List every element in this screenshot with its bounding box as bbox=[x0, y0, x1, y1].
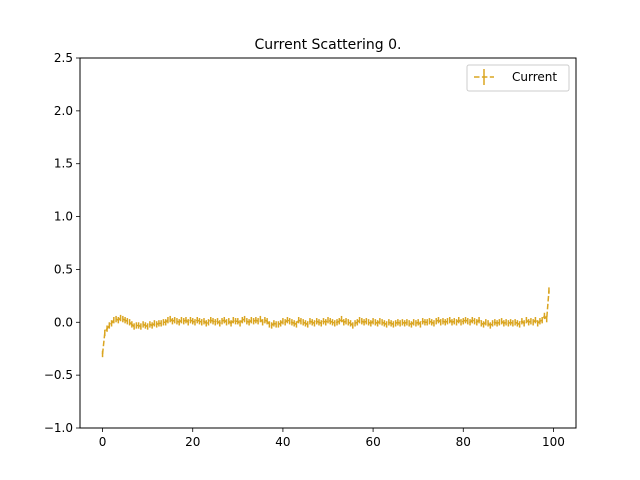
x-tick-label: 40 bbox=[275, 435, 290, 449]
legend-label: Current bbox=[512, 70, 557, 84]
y-tick-label: 1.0 bbox=[54, 210, 73, 224]
y-tick-label: 2.5 bbox=[54, 51, 73, 65]
chart-title: Current Scattering 0. bbox=[255, 37, 402, 53]
y-tick-label: 0.5 bbox=[54, 262, 73, 276]
y-tick-label: 2.0 bbox=[54, 104, 73, 118]
x-tick-label: 20 bbox=[185, 435, 200, 449]
y-tick-label: −0.5 bbox=[44, 368, 73, 382]
x-tick-label: 80 bbox=[456, 435, 471, 449]
legend: Current bbox=[466, 64, 570, 92]
x-tick-label: 100 bbox=[542, 435, 565, 449]
y-tick-label: 0.0 bbox=[54, 315, 73, 329]
legend-frame bbox=[466, 64, 570, 92]
y-tick-label: 1.5 bbox=[54, 157, 73, 171]
plot-area bbox=[101, 287, 550, 358]
y-tick-label: −1.0 bbox=[44, 421, 73, 435]
x-tick-label: 60 bbox=[365, 435, 380, 449]
axes-frame bbox=[79, 57, 577, 429]
x-tick-label: 0 bbox=[99, 435, 107, 449]
axes-ticks: 0 20 40 60 80 100 −1.0 −0.5 0.0 0.5 1.0 1.5 2.0 2.5 bbox=[44, 51, 565, 449]
